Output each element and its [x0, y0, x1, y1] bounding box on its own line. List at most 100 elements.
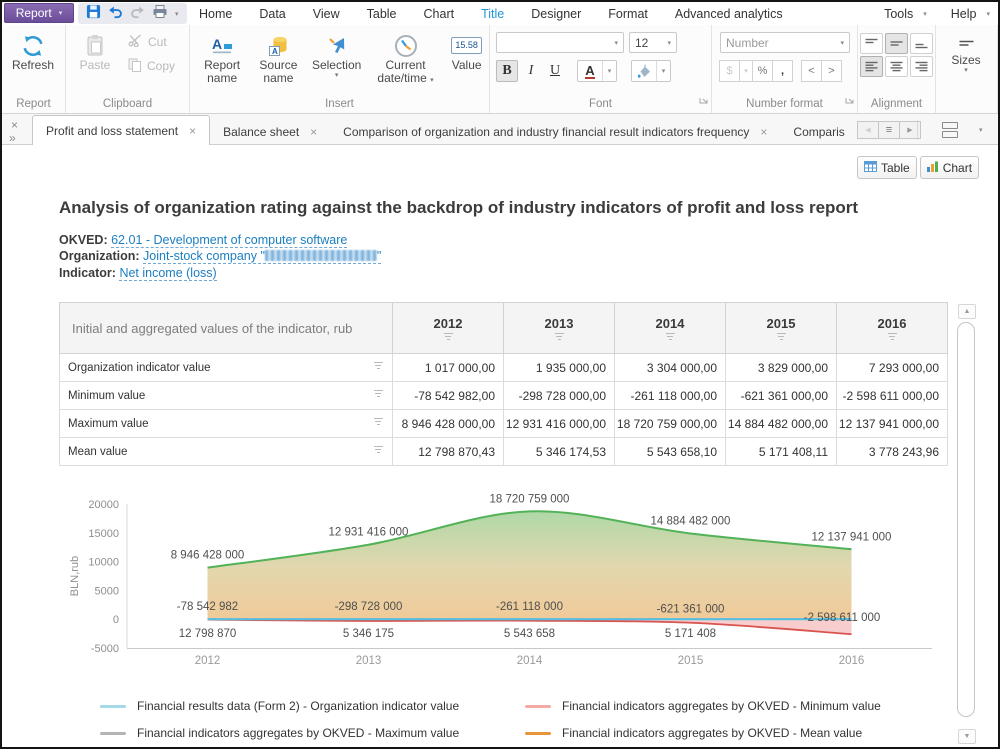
paste-button[interactable]: Paste: [70, 30, 120, 74]
page-title: Analysis of organization rating against …: [59, 198, 859, 217]
chart-view-button[interactable]: Chart: [919, 156, 980, 179]
menu-item-help[interactable]: Help: [950, 6, 977, 21]
tab-balance-sheet[interactable]: Balance sheet ×: [210, 119, 330, 145]
okved-link[interactable]: 62.01 - Development of computer software: [111, 233, 348, 248]
currency-button[interactable]: $: [719, 60, 740, 82]
align-bottom-button[interactable]: [910, 33, 933, 54]
menu-item-advanced-analytics[interactable]: Advanced analytics: [674, 6, 783, 21]
align-middle-button[interactable]: [885, 33, 908, 54]
current-datetime-button[interactable]: Current date/time ▾: [367, 30, 445, 87]
dialog-launcher-icon[interactable]: [699, 91, 708, 109]
tab-close-icon[interactable]: ×: [189, 123, 197, 138]
decrease-decimal-button[interactable]: <: [801, 60, 822, 82]
align-top-button[interactable]: [860, 33, 883, 54]
align-center-button[interactable]: [885, 56, 908, 77]
sheet-tab-bar: × » Profit and loss statement × Balance …: [2, 114, 998, 145]
table-cell: 1 017 000,00: [392, 353, 504, 382]
print-icon[interactable]: [152, 4, 168, 24]
menu-item-data[interactable]: Data: [259, 6, 286, 21]
cut-button[interactable]: Cut: [124, 30, 179, 54]
chevron-down-icon: ▾: [430, 77, 434, 84]
thousands-separator-button[interactable]: ,: [772, 60, 793, 82]
value-button[interactable]: 15.58 Value: [444, 30, 489, 87]
close-panel-icon[interactable]: ×: [11, 118, 19, 132]
undo-icon[interactable]: [108, 4, 123, 24]
menu-item-title[interactable]: Title: [481, 6, 505, 21]
menu-item-view[interactable]: View: [312, 6, 340, 21]
source-name-button[interactable]: A Source name: [250, 30, 306, 87]
filter-icon[interactable]: [372, 360, 384, 369]
filter-icon[interactable]: [372, 444, 384, 453]
menu-item-home[interactable]: Home: [199, 6, 233, 21]
redo-icon[interactable]: [130, 4, 145, 24]
align-right-button[interactable]: [910, 56, 933, 77]
expand-panel-icon[interactable]: »: [9, 131, 16, 145]
filter-icon[interactable]: [372, 416, 384, 425]
scroll-up-icon[interactable]: ▲: [958, 304, 976, 319]
refresh-button[interactable]: Refresh: [2, 30, 64, 74]
svg-text:2015: 2015: [678, 655, 704, 667]
italic-button[interactable]: I: [528, 63, 534, 78]
percent-button[interactable]: %: [752, 60, 773, 82]
report-name-icon: A: [211, 32, 234, 59]
vertical-scrollbar[interactable]: ▲ ▼: [956, 302, 978, 747]
increase-decimal-button[interactable]: >: [821, 60, 842, 82]
scroll-down-icon[interactable]: ▼: [958, 729, 976, 744]
font-size-select[interactable]: 12 ▾: [629, 32, 677, 53]
tab-list-icon[interactable]: ≡: [878, 121, 900, 139]
tab-close-icon[interactable]: ×: [760, 125, 768, 139]
menu-item-designer[interactable]: Designer: [531, 6, 582, 21]
chevron-down-icon[interactable]: ▾: [923, 10, 927, 18]
svg-text:0: 0: [113, 614, 119, 626]
selection-button[interactable]: Selection ▾: [307, 30, 367, 87]
chevron-down-icon[interactable]: ▾: [986, 10, 990, 18]
report-name-button[interactable]: A Report name: [194, 30, 250, 87]
underline-button[interactable]: U: [549, 63, 561, 78]
current-datetime-label: Current date/time: [377, 58, 427, 85]
chevron-down-icon[interactable]: ▾: [656, 61, 670, 81]
menu-item-format[interactable]: Format: [608, 6, 648, 21]
filter-icon[interactable]: [372, 388, 384, 397]
align-left-button[interactable]: [860, 56, 883, 77]
table-cell: -621 361 000,00: [725, 381, 837, 410]
save-icon[interactable]: [86, 4, 101, 24]
chevron-down-icon[interactable]: ▾: [602, 61, 616, 81]
tab-comparison-frequency[interactable]: Comparison of organization and industry …: [330, 119, 780, 145]
filter-icon[interactable]: [616, 332, 724, 340]
scrollbar-thumb[interactable]: [957, 322, 975, 717]
menu-item-table[interactable]: Table: [366, 6, 397, 21]
indicator-link[interactable]: Net income (loss): [119, 265, 217, 281]
fill-color-button[interactable]: ▾: [631, 60, 671, 82]
value-badge-icon: 15.58: [451, 37, 482, 54]
tab-close-icon[interactable]: ×: [310, 125, 318, 139]
tab-scroll-right-icon[interactable]: ▶: [899, 121, 921, 139]
svg-text:18 720 759 000: 18 720 759 000: [490, 493, 570, 505]
svg-text:A: A: [272, 47, 278, 56]
sizes-button[interactable]: Sizes ▾: [936, 34, 996, 77]
chevron-down-icon[interactable]: ▾: [739, 60, 753, 82]
table-view-button[interactable]: Table: [857, 156, 917, 179]
tab-profit-and-loss[interactable]: Profit and loss statement ×: [32, 115, 211, 145]
split-view-icon[interactable]: [942, 122, 958, 140]
report-menu-label: Report: [15, 6, 52, 20]
tab-scroll-left-icon[interactable]: ◀: [857, 121, 879, 139]
chevron-down-icon[interactable]: ▾: [175, 10, 179, 18]
organization-link[interactable]: Joint-stock company " ": [143, 249, 382, 265]
menu-item-tools[interactable]: Tools: [884, 6, 914, 21]
filter-icon[interactable]: [727, 332, 835, 340]
copy-button[interactable]: Copy: [124, 54, 179, 78]
number-format-select[interactable]: Number ▾: [720, 32, 850, 53]
font-color-button[interactable]: A ▾: [577, 60, 617, 82]
bold-button[interactable]: B: [496, 60, 518, 82]
chevron-down-icon[interactable]: ▾: [979, 127, 983, 134]
row-label: Organization indicator value: [59, 353, 393, 382]
menu-item-chart[interactable]: Chart: [423, 6, 455, 21]
legend-swatch: [525, 732, 551, 735]
dialog-launcher-icon[interactable]: [845, 91, 854, 109]
filter-icon[interactable]: [505, 332, 613, 340]
font-family-select[interactable]: ▾: [496, 32, 624, 53]
report-menu-button[interactable]: Report ▾: [4, 3, 74, 23]
filter-icon[interactable]: [394, 332, 502, 340]
tab-comparison-clipped[interactable]: Comparis: [780, 119, 845, 145]
filter-icon[interactable]: [838, 332, 946, 340]
